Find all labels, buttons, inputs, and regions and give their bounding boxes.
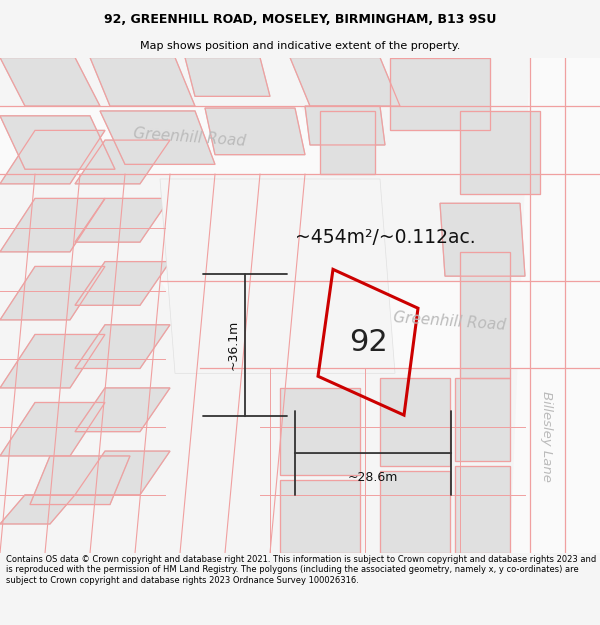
Polygon shape bbox=[455, 378, 510, 461]
Polygon shape bbox=[460, 252, 510, 378]
Polygon shape bbox=[160, 179, 395, 373]
Polygon shape bbox=[440, 203, 525, 276]
Text: ~454m²/~0.112ac.: ~454m²/~0.112ac. bbox=[295, 228, 476, 247]
Polygon shape bbox=[460, 111, 540, 194]
Polygon shape bbox=[0, 131, 105, 184]
Text: 92, GREENHILL ROAD, MOSELEY, BIRMINGHAM, B13 9SU: 92, GREENHILL ROAD, MOSELEY, BIRMINGHAM,… bbox=[104, 12, 496, 26]
Polygon shape bbox=[280, 480, 360, 553]
Polygon shape bbox=[290, 58, 400, 106]
Polygon shape bbox=[455, 466, 510, 553]
Polygon shape bbox=[0, 116, 115, 169]
Polygon shape bbox=[305, 106, 385, 145]
Text: 92: 92 bbox=[349, 328, 388, 357]
Polygon shape bbox=[75, 140, 170, 184]
Polygon shape bbox=[100, 111, 215, 164]
Polygon shape bbox=[0, 495, 75, 524]
Polygon shape bbox=[390, 58, 490, 131]
Polygon shape bbox=[380, 471, 450, 553]
Polygon shape bbox=[75, 198, 170, 242]
Polygon shape bbox=[185, 58, 270, 96]
Text: Map shows position and indicative extent of the property.: Map shows position and indicative extent… bbox=[140, 41, 460, 51]
Polygon shape bbox=[0, 106, 350, 174]
Polygon shape bbox=[380, 378, 450, 466]
Polygon shape bbox=[0, 334, 105, 388]
Polygon shape bbox=[75, 325, 170, 369]
Text: Billesley Lane: Billesley Lane bbox=[541, 391, 554, 482]
Polygon shape bbox=[90, 58, 195, 106]
Polygon shape bbox=[0, 402, 105, 456]
Polygon shape bbox=[320, 111, 375, 174]
Polygon shape bbox=[0, 266, 105, 320]
Polygon shape bbox=[280, 388, 360, 476]
Text: ~28.6m: ~28.6m bbox=[348, 471, 398, 484]
Polygon shape bbox=[510, 58, 600, 553]
Polygon shape bbox=[75, 451, 170, 495]
Polygon shape bbox=[75, 262, 170, 305]
Text: Contains OS data © Crown copyright and database right 2021. This information is : Contains OS data © Crown copyright and d… bbox=[6, 555, 596, 585]
Polygon shape bbox=[30, 456, 130, 504]
Polygon shape bbox=[0, 198, 105, 252]
Text: Greenhill Road: Greenhill Road bbox=[393, 311, 507, 333]
Polygon shape bbox=[75, 388, 170, 432]
Text: ~36.1m: ~36.1m bbox=[227, 320, 239, 370]
Polygon shape bbox=[0, 58, 100, 106]
Polygon shape bbox=[160, 281, 600, 369]
Text: Greenhill Road: Greenhill Road bbox=[133, 126, 247, 149]
Polygon shape bbox=[205, 108, 305, 154]
